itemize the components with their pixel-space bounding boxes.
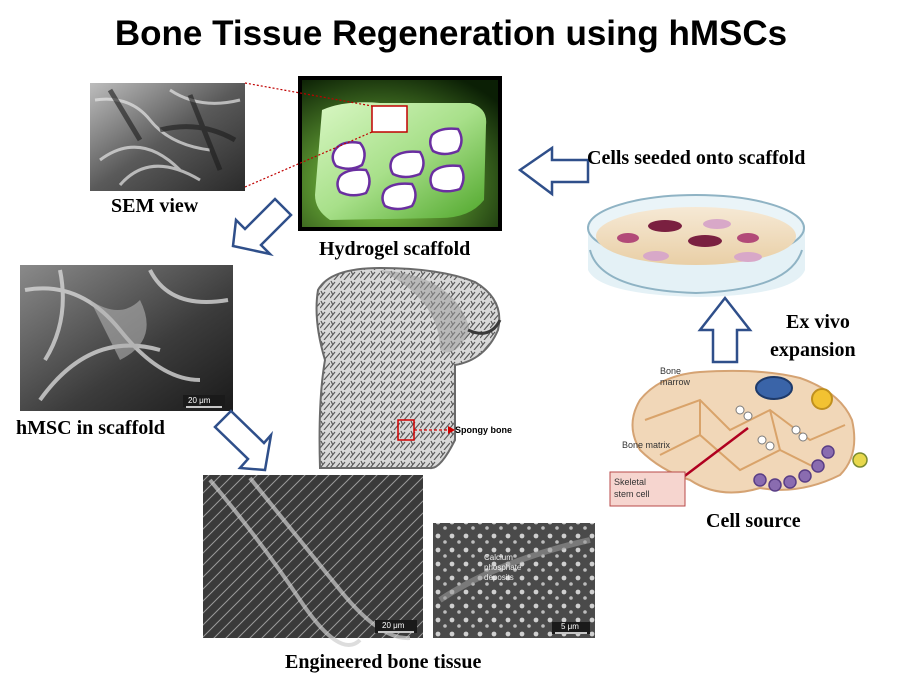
arrow-hmsc-to-bone: [213, 409, 273, 472]
ex-vivo-line2: expansion: [770, 339, 856, 361]
bone-marrow-label-line1: Bone: [660, 366, 682, 376]
cell-source-label: Cell source: [706, 510, 801, 532]
arrow-dish-to-scaffold: [517, 145, 590, 197]
scaffold-pores: [331, 127, 465, 211]
engineered-bone-image-1: [203, 475, 423, 647]
sem-view-image: [90, 83, 245, 191]
calcium-label-line1: Calcium: [484, 553, 513, 562]
hmsc-in-scaffold-label: hMSC in scaffold: [16, 417, 165, 439]
bone2-scale-bar-label: 5 μm: [561, 622, 579, 631]
bone-marrow-label: Bone marrow: [660, 366, 690, 388]
cultured-cells: [617, 219, 762, 262]
bone-matrix-label: Bone matrix: [622, 440, 671, 450]
arrow-scaffold-to-hmsc: [231, 197, 293, 257]
process-arrows: [213, 145, 753, 472]
hmsc-scale-bar-label: 20 μm: [188, 396, 211, 405]
engineered-bone-label: Engineered bone tissue: [285, 651, 482, 673]
femur-image: [315, 266, 502, 470]
spongy-bone-label: Spongy bone: [455, 425, 512, 435]
ex-vivo-expansion-label: Ex vivo expansion: [770, 308, 856, 364]
arrow-source-to-dish: [697, 295, 753, 364]
bone-marrow-illustration: [609, 369, 868, 507]
hydrogel-scaffold-image: [298, 76, 502, 231]
calcium-label-line2: phosphate: [484, 563, 522, 572]
bone1-scale-bar-label: 20 μm: [382, 621, 405, 630]
hydrogel-scaffold-label: Hydrogel scaffold: [319, 238, 471, 260]
bone-marrow-label-line2: marrow: [660, 377, 691, 387]
diagram-title: Bone Tissue Regeneration using hMSCs: [114, 14, 788, 53]
skeletal-stem-label-line1: Skeletal: [614, 477, 647, 487]
hmsc-scaffold-image: [20, 265, 233, 411]
sem-view-label: SEM view: [111, 195, 199, 217]
engineered-bone-image-2: [433, 523, 595, 638]
skeletal-stem-label-line2: stem cell: [614, 489, 650, 499]
calcium-phosphate-label: Calcium phosphate deposits: [484, 553, 521, 583]
calcium-label-line3: deposits: [484, 573, 514, 582]
zoom-leader-lines: [244, 82, 373, 188]
cells-seeded-label: Cells seeded onto scaffold: [587, 147, 806, 169]
ex-vivo-line1: Ex vivo: [786, 311, 850, 333]
petri-dish-image: [587, 194, 805, 297]
skeletal-stem-cell-label: Skeletal stem cell: [614, 476, 650, 500]
